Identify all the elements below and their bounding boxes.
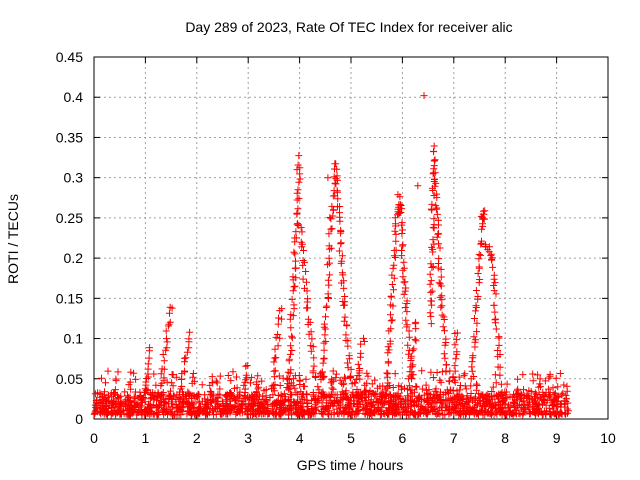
x-tick-labels: 0 1 2 3 4 5 6 7 8 9 10 — [90, 430, 616, 446]
x-tick-label: 2 — [193, 430, 201, 446]
x-tick-label: 5 — [347, 430, 355, 446]
x-tick-label: 0 — [90, 430, 98, 446]
x-tick-label: 7 — [450, 430, 458, 446]
x-axis-label: GPS time / hours — [297, 457, 404, 473]
y-tick-label: 0 — [75, 411, 83, 427]
x-tick-label: 9 — [553, 430, 561, 446]
grid — [94, 57, 608, 419]
x-tick-label: 8 — [501, 430, 509, 446]
x-tick-label: 4 — [296, 430, 304, 446]
x-tick-label: 3 — [244, 430, 252, 446]
y-tick-label: 0.2 — [64, 250, 84, 266]
y-tick-label: 0.35 — [56, 129, 83, 145]
y-tick-label: 0.4 — [64, 89, 84, 105]
data-point-markers — [90, 92, 572, 419]
y-tick-label: 0.25 — [56, 210, 83, 226]
y-tick-label: 0.15 — [56, 290, 83, 306]
x-tick-label: 1 — [142, 430, 150, 446]
y-tick-label: 0.05 — [56, 371, 83, 387]
y-axis-label: ROTI / TECUs — [5, 194, 21, 284]
chart-title: Day 289 of 2023, Rate Of TEC Index for r… — [185, 19, 512, 35]
y-tick-label: 0.45 — [56, 49, 83, 65]
x-tick-label: 6 — [399, 430, 407, 446]
x-tick-label: 10 — [600, 430, 616, 446]
y-tick-labels: 0 0.05 0.1 0.15 0.2 0.25 0.3 0.35 0.4 0.45 — [56, 49, 83, 427]
y-tick-label: 0.1 — [64, 331, 84, 347]
y-tick-label: 0.3 — [64, 170, 84, 186]
data-points — [90, 92, 572, 419]
